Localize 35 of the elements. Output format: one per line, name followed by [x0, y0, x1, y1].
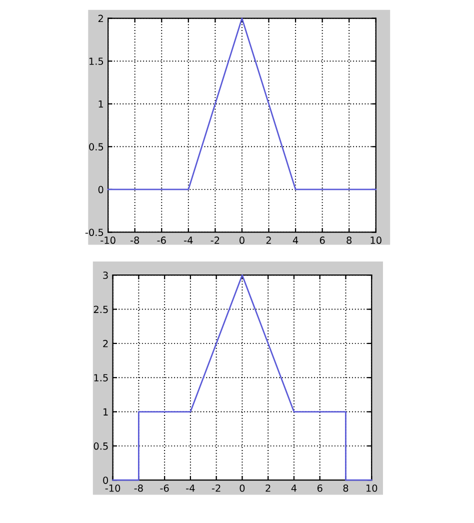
y-tick-label: 0 — [103, 476, 108, 484]
y-tick-label: -0.5 — [85, 228, 104, 236]
x-tick-label: 2 — [266, 236, 271, 244]
x-tick-label: -8 — [130, 236, 140, 244]
x-tick-label: 4 — [291, 484, 297, 492]
x-tick-label: -8 — [134, 484, 143, 492]
x-tick-label: -10 — [105, 484, 120, 492]
x-tick-label: -2 — [212, 484, 220, 492]
x-tick-label: 8 — [343, 484, 348, 492]
x-tick-label: 0 — [240, 484, 245, 492]
y-tick-label: 0.5 — [94, 442, 108, 450]
x-tick-label: -10 — [100, 236, 116, 244]
x-tick-label: -6 — [160, 484, 169, 492]
y-tick-label: 1.5 — [90, 58, 104, 65]
x-tick-label: 0 — [240, 236, 244, 244]
y-tick-label: 0.5 — [89, 143, 104, 150]
x-tick-label: 10 — [370, 236, 382, 244]
x-tick-label: 6 — [317, 484, 322, 492]
x-tick-label: 4 — [292, 236, 298, 244]
x-tick-label: 2 — [266, 484, 270, 492]
x-tick-label: 8 — [346, 236, 352, 244]
y-tick-label: 1 — [104, 408, 108, 416]
y-tick-label: 2.5 — [94, 306, 108, 314]
y-tick-label: 3 — [103, 272, 108, 279]
y-tick-label: 0 — [98, 186, 104, 194]
x-tick-label: -4 — [184, 236, 193, 244]
x-tick-label: -2 — [210, 236, 220, 244]
y-tick-label: 1 — [98, 100, 104, 108]
x-tick-label: 6 — [320, 236, 325, 244]
x-tick-label: -4 — [186, 484, 195, 492]
y-tick-label: 2 — [98, 14, 103, 22]
x-tick-label: 10 — [366, 484, 378, 492]
y-tick-label: 2 — [103, 340, 108, 348]
y-tick-label: 1.5 — [94, 374, 108, 382]
x-tick-label: -6 — [157, 236, 166, 244]
